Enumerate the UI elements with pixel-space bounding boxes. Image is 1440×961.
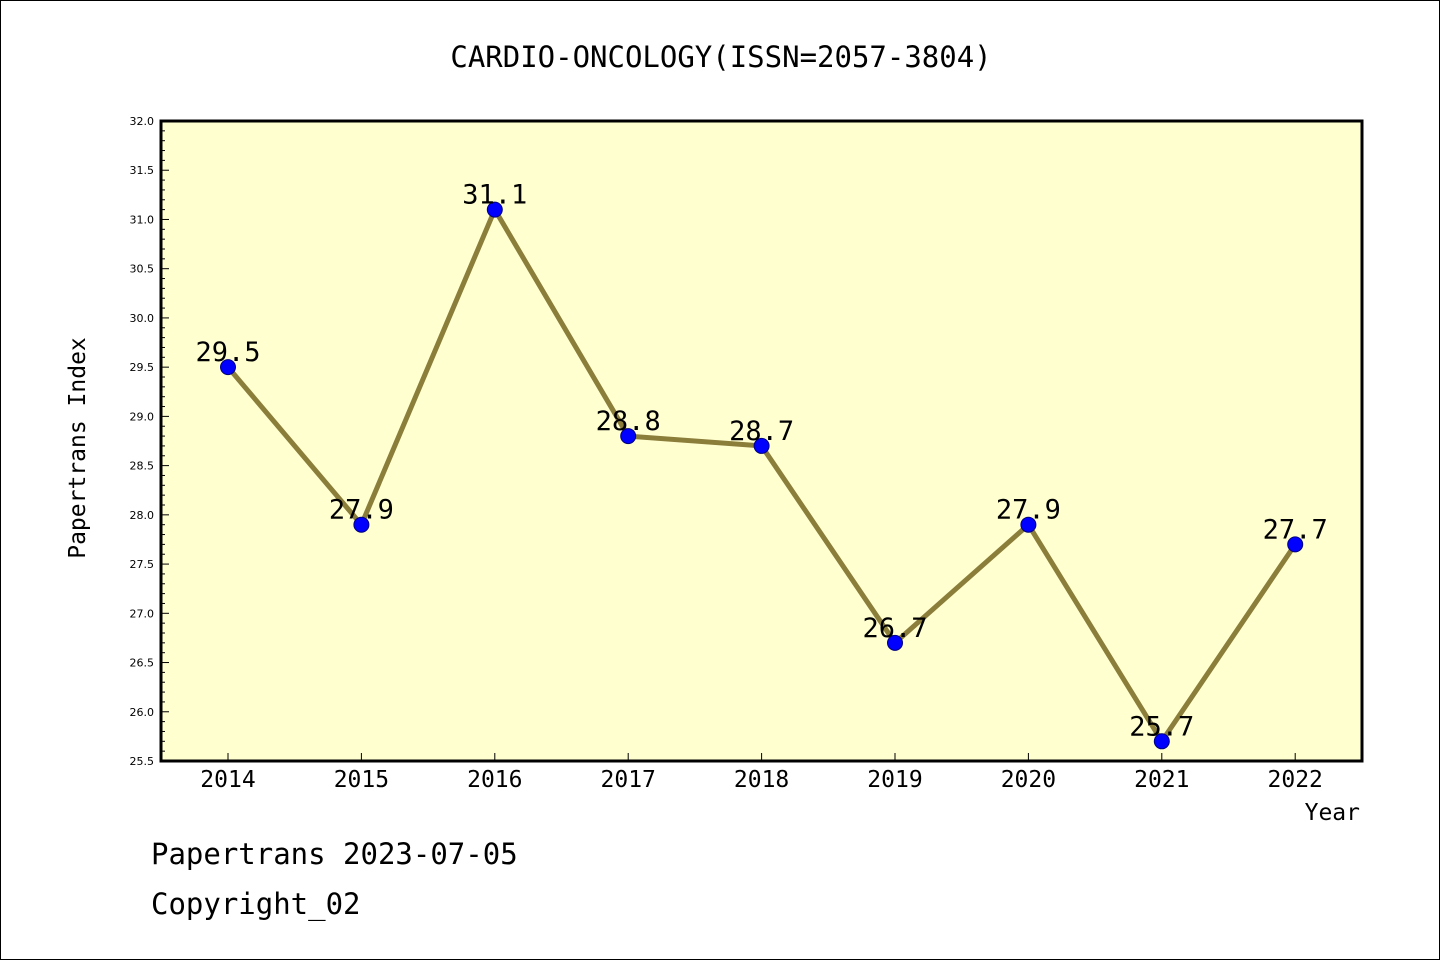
data-point-marker <box>486 201 503 218</box>
data-point-marker <box>1287 536 1304 553</box>
data-label: 31.1 <box>462 180 527 211</box>
data-label: 27.7 <box>1263 514 1328 545</box>
data-label: 27.9 <box>329 495 394 526</box>
data-point-marker <box>353 516 370 533</box>
data-point-marker <box>1153 733 1170 750</box>
y-tick-label: 31.5 <box>130 164 155 177</box>
data-point-marker <box>220 359 236 376</box>
x-tick-label: 2017 <box>601 767 656 793</box>
y-tick-label: 30.5 <box>130 263 155 276</box>
data-point-marker <box>620 428 637 445</box>
x-tick-label: 2016 <box>467 767 522 793</box>
data-label: 26.7 <box>862 613 927 644</box>
y-tick-label: 29.5 <box>130 361 155 374</box>
x-tick-label: 2022 <box>1268 767 1323 793</box>
x-tick-label: 2014 <box>200 767 255 793</box>
data-label: 25.7 <box>1129 711 1194 742</box>
y-axis: 25.5 26.0 26.5 27.0 27.5 28.0 28.5 29.0 29.5 30.0… <box>130 115 169 768</box>
footer-date: Papertrans 2023-07-05 <box>151 837 518 871</box>
y-tick-label: 28.5 <box>130 460 155 473</box>
data-point-marker <box>887 634 903 651</box>
y-tick-label: 31.0 <box>130 213 155 226</box>
x-tick-label: 2019 <box>867 767 922 793</box>
data-point-marker <box>1020 516 1037 533</box>
data-label: 29.5 <box>195 337 260 368</box>
data-label: 28.7 <box>729 416 794 447</box>
y-tick-label: 28.0 <box>130 509 155 522</box>
x-tick-label: 2018 <box>734 767 789 793</box>
y-tick-label: 26.5 <box>130 657 155 670</box>
data-label: 28.8 <box>596 406 661 437</box>
data-labels-group: 29.5 27.9 31.1 28.8 28.7 26.7 27.9 25.7 27.7 <box>195 180 1327 743</box>
x-axis: 2014 2015 2016 2017 2018 2019 2020 2021 2022 <box>200 753 1323 793</box>
y-tick-label: 30.0 <box>130 312 155 325</box>
footer-copyright: Copyright_02 <box>151 887 361 922</box>
chart-title: CARDIO-ONCOLOGY(ISSN=2057-3804) <box>450 40 991 74</box>
y-tick-label: 32.0 <box>130 115 155 128</box>
x-tick-label: 2021 <box>1134 767 1189 793</box>
y-tick-label: 29.0 <box>130 410 155 423</box>
y-axis-label: Papertrans Index <box>65 337 91 559</box>
data-points-group <box>220 201 1304 750</box>
y-tick-label: 27.5 <box>130 558 155 571</box>
y-tick-label: 25.5 <box>130 755 155 768</box>
data-point-marker <box>753 437 770 454</box>
x-tick-label: 2015 <box>334 767 389 793</box>
x-axis-label: Year <box>1305 800 1360 826</box>
data-label: 27.9 <box>996 495 1061 526</box>
y-tick-label: 27.0 <box>130 607 155 620</box>
y-tick-label: 26.0 <box>130 706 155 719</box>
x-tick-label: 2020 <box>1001 767 1056 793</box>
